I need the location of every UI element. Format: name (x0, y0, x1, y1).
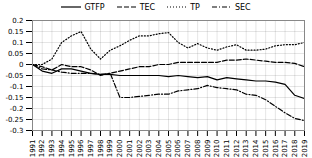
svg-text:-0.25: -0.25 (5, 116, 23, 124)
svg-text:0.05: 0.05 (8, 50, 24, 58)
svg-text:0.2: 0.2 (12, 17, 23, 25)
svg-text:1996: 1996 (77, 139, 85, 157)
svg-text:0: 0 (19, 61, 23, 69)
svg-text:2008: 2008 (194, 140, 202, 158)
svg-text:1992: 1992 (38, 140, 46, 158)
svg-text:2016: 2016 (272, 139, 280, 157)
svg-text:-0.05: -0.05 (5, 72, 23, 80)
svg-text:1998: 1998 (97, 140, 105, 158)
html-text:GTFP: GTFP (84, 2, 105, 12)
svg-text:-0.15: -0.15 (5, 94, 23, 102)
svg-text:2005: 2005 (165, 140, 173, 158)
svg-text:2018: 2018 (291, 140, 299, 158)
svg-text:2007: 2007 (184, 140, 192, 158)
svg-text:2012: 2012 (233, 140, 241, 158)
svg-text:2019: 2019 (301, 140, 309, 158)
svg-text:1999: 1999 (106, 140, 114, 158)
svg-text:2006: 2006 (174, 139, 182, 157)
svg-text:2001: 2001 (126, 140, 134, 158)
html-text:TEC: TEC (139, 2, 156, 12)
svg-text:2013: 2013 (242, 140, 250, 158)
svg-text:1997: 1997 (87, 140, 95, 158)
svg-text:2009: 2009 (204, 140, 212, 158)
svg-text:2011: 2011 (223, 140, 231, 158)
svg-text:2010: 2010 (213, 140, 221, 158)
svg-text:-0.1: -0.1 (10, 83, 24, 91)
svg-text:2017: 2017 (281, 140, 289, 158)
svg-text:1994: 1994 (58, 139, 66, 157)
svg-text:0.1: 0.1 (12, 39, 23, 47)
svg-text:1991: 1991 (29, 140, 37, 158)
svg-text:2002: 2002 (136, 140, 144, 158)
svg-text:2014: 2014 (252, 139, 260, 157)
svg-text:2015: 2015 (262, 140, 270, 158)
svg-text:-0.3: -0.3 (10, 127, 24, 135)
svg-text:1995: 1995 (68, 140, 76, 158)
svg-text:0.15: 0.15 (8, 28, 24, 36)
svg-text:-0.2: -0.2 (10, 105, 24, 113)
svg-text:2003: 2003 (145, 140, 153, 158)
svg-text:2004: 2004 (155, 139, 163, 157)
html-text:SEC: SEC (234, 2, 251, 12)
svg-text:2000: 2000 (116, 140, 124, 158)
html-text:TP: TP (190, 2, 200, 12)
svg-text:1993: 1993 (48, 140, 56, 158)
